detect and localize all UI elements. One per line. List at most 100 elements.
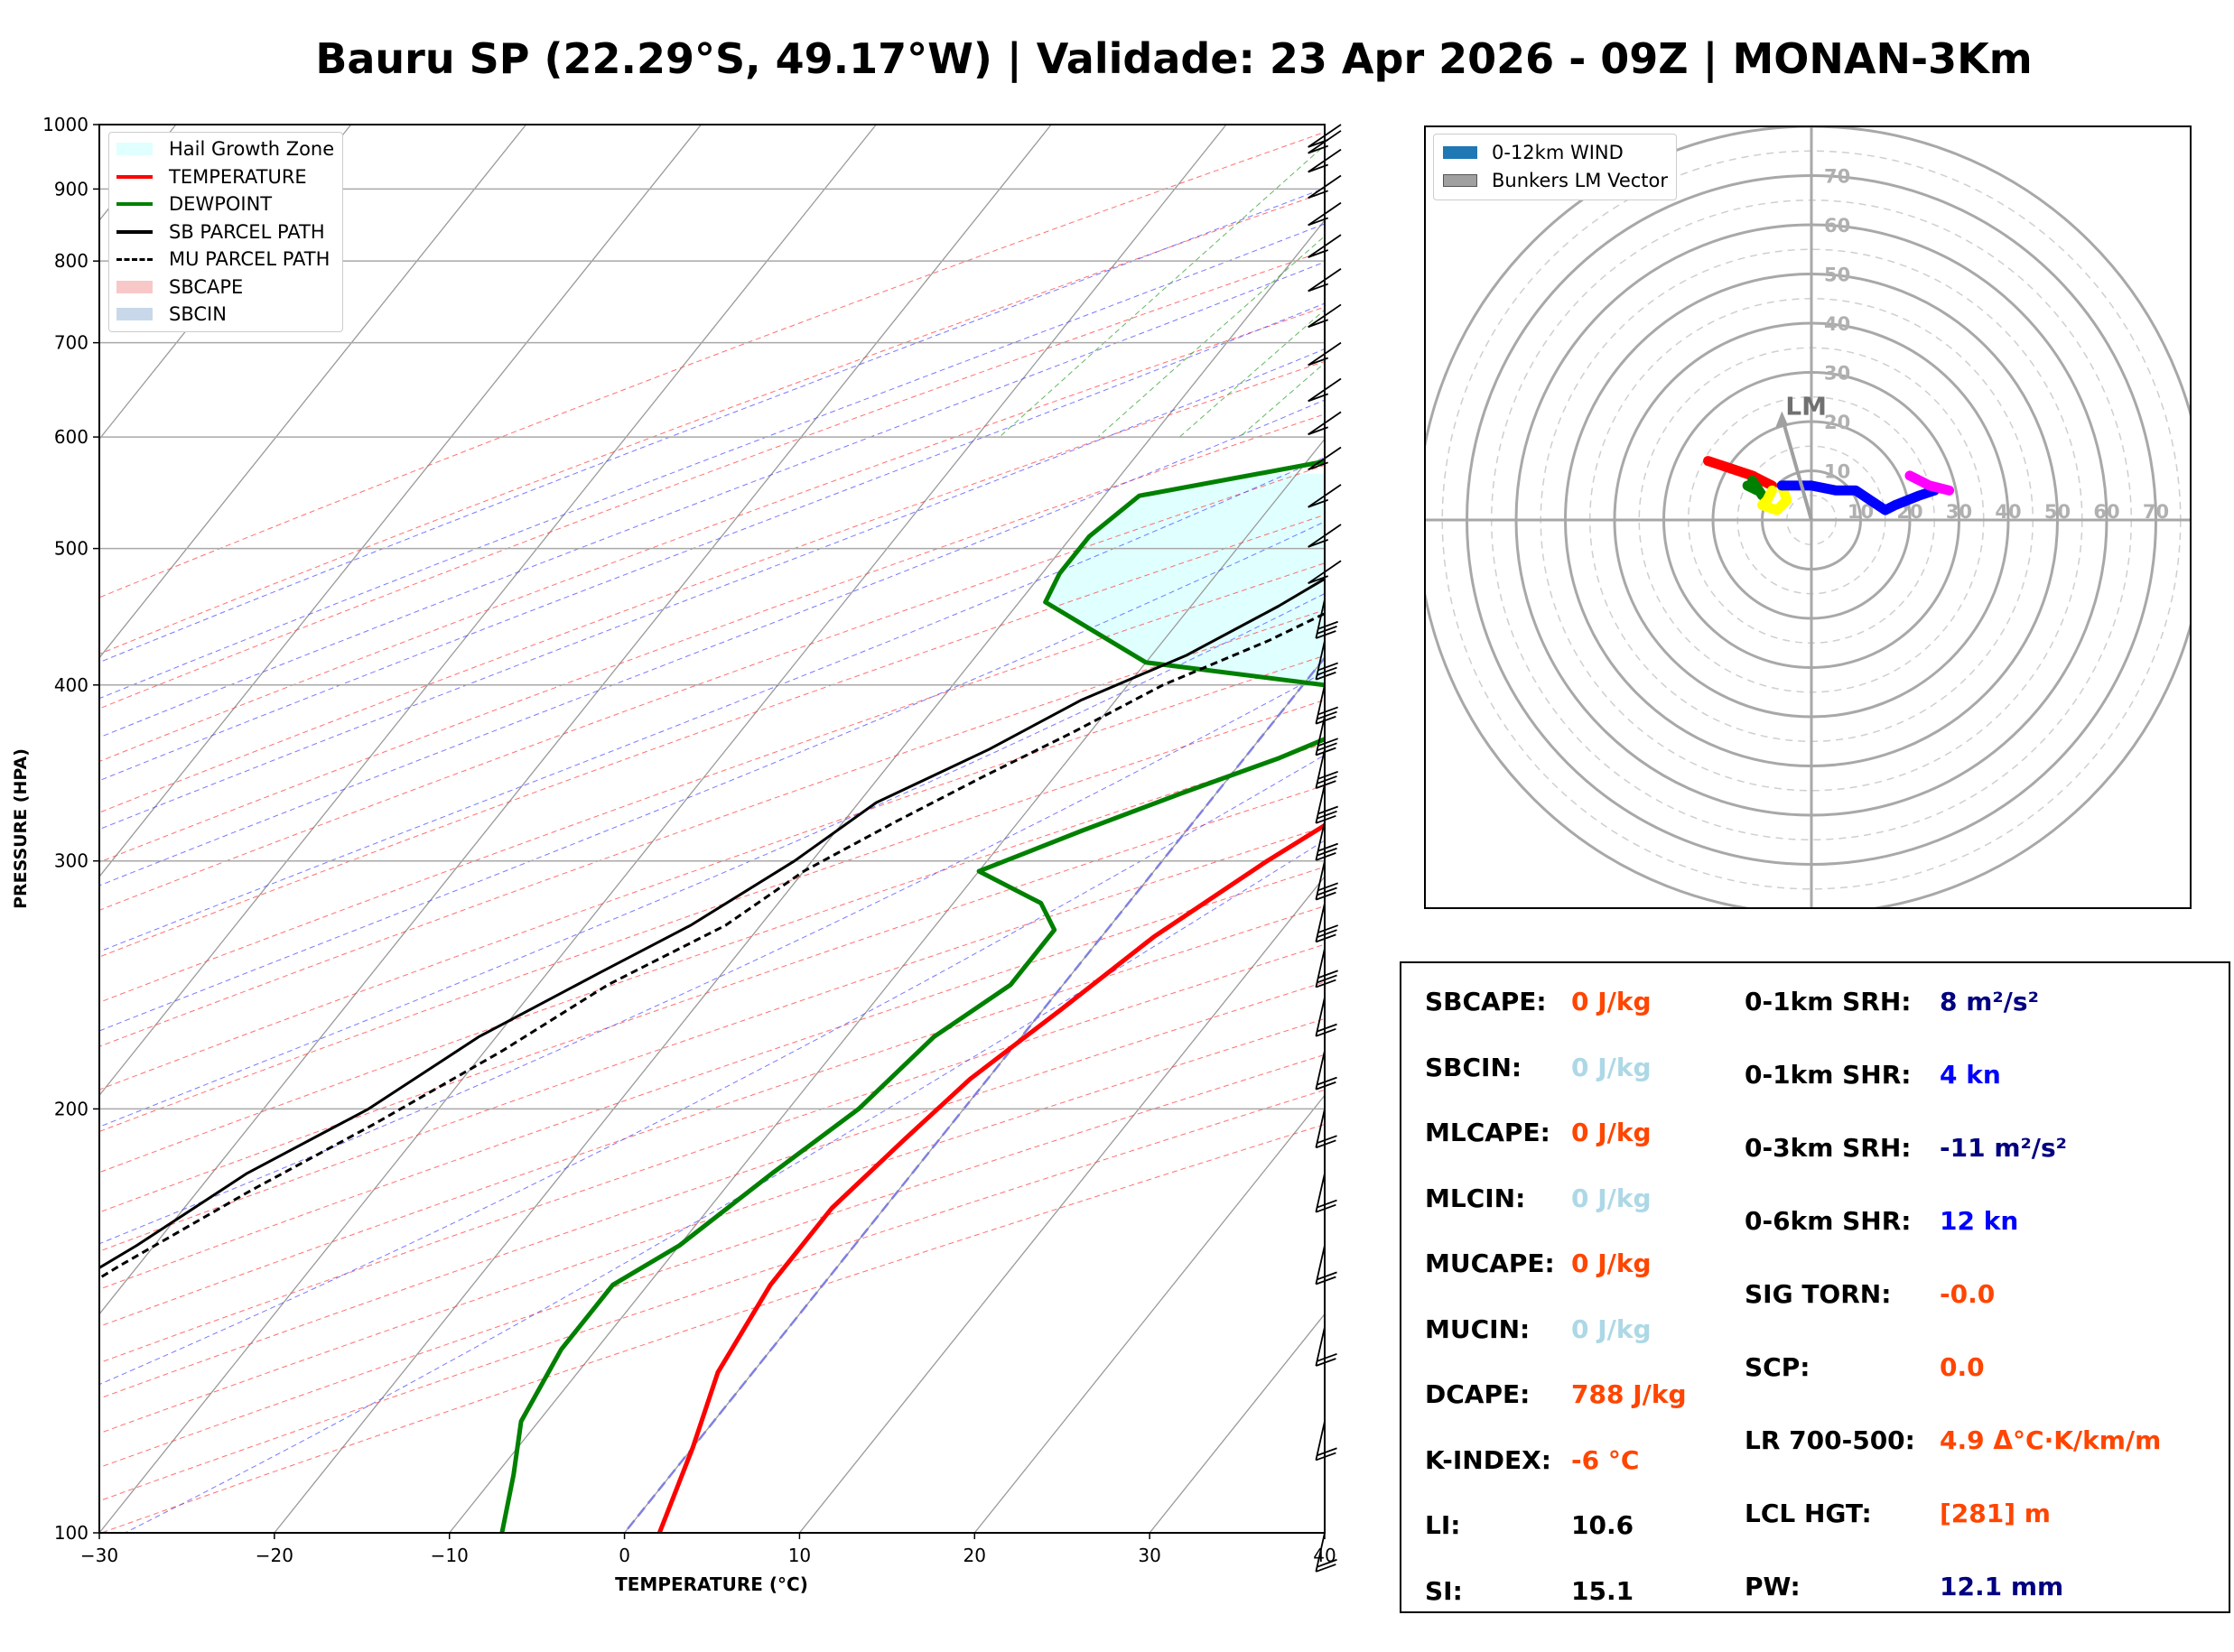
moist-adiabat-line (99, 754, 1325, 1386)
wind-barb-staff (1308, 560, 1342, 584)
parameter-label: LCL HGT: (1745, 1499, 1872, 1528)
moist-adiabat-line (99, 348, 1325, 831)
y-tick-label: 1000 (42, 114, 88, 135)
legend-swatch (116, 229, 153, 234)
parameter-label: 0-3km SRH: (1745, 1133, 1912, 1163)
legend-label: SB PARCEL PATH (169, 220, 325, 243)
wind-barb-flag (1308, 217, 1328, 227)
isotherm-line (1324, 1531, 1325, 1533)
wind-barb-staff (1315, 997, 1326, 1036)
parameter-value: -0.0 (1940, 1279, 1996, 1309)
isotherm-line (99, 125, 352, 441)
parameter-value: 0 J/kg (1571, 1118, 1652, 1147)
legend-swatch (116, 174, 153, 179)
isotherm-line (99, 125, 1227, 1533)
wind-barb (1308, 411, 1342, 436)
wind-barb-staff (1308, 377, 1342, 403)
hodograph-segment-blue (1776, 480, 1940, 515)
parameter-value: 0 J/kg (1571, 987, 1652, 1016)
legend-swatch (116, 308, 153, 320)
wind-barb (1308, 234, 1342, 258)
wind-barb (1315, 1050, 1337, 1091)
wind-barb-staff (1308, 341, 1342, 367)
x-tick-label: 10 (788, 1545, 811, 1566)
parameter-value: -6 °C (1571, 1444, 1640, 1475)
wind-barb-flag (1317, 886, 1337, 896)
x-tick-label: −20 (256, 1545, 293, 1566)
dry-adiabat-line (99, 866, 1325, 1290)
parameter-value: 12 kn (1940, 1206, 2019, 1236)
y-axis-label: PRESSURE (HPA) (11, 748, 31, 909)
mixing-ratio-line (1097, 235, 1325, 438)
chart-title: Bauru SP (22.29°S, 49.17°W) | Validade: … (315, 34, 2033, 83)
wind-barb-staff (1308, 124, 1342, 148)
wind-barb (1308, 446, 1342, 471)
wind-barb-flag (1317, 1558, 1337, 1568)
legend-label: SBCAPE (169, 275, 244, 298)
wind-barb (1315, 684, 1338, 725)
dry-adiabat-line (99, 360, 1325, 813)
wind-barb (1315, 948, 1338, 988)
y-tick-label: 600 (54, 426, 88, 448)
hodograph-ring-label: 10 (1824, 461, 1850, 483)
wind-barb-flag (1308, 357, 1328, 367)
wind-barb (1308, 560, 1342, 584)
dry-adiabat-line (99, 514, 1325, 958)
wind-barb-staff (1315, 948, 1326, 988)
hodograph-ring-label: 50 (1824, 265, 1850, 286)
legend-label: DEWPOINT (169, 193, 273, 215)
parameter-value: 0 J/kg (1571, 1183, 1652, 1213)
parameter-label: MLCIN: (1425, 1183, 1526, 1213)
wind-barb (1308, 130, 1342, 154)
wind-barb-flag (1317, 1199, 1337, 1209)
x-tick-label: 40 (1313, 1545, 1336, 1566)
wind-barb-flag (1316, 933, 1336, 943)
wind-barb-staff (1308, 303, 1342, 329)
hodograph-ring-label: 60 (2093, 501, 2119, 523)
wind-barb (1315, 860, 1338, 901)
wind-barb-flag (1308, 249, 1328, 258)
wind-barb-staff (1315, 716, 1326, 756)
wind-barb-flag (1317, 970, 1338, 979)
wind-barb (1315, 997, 1337, 1037)
parameter-label: SCP: (1745, 1352, 1810, 1382)
wind-barb-staff (1308, 201, 1342, 227)
dry-adiabat-line (99, 742, 1325, 1174)
wind-barb-flag (1316, 852, 1336, 861)
parameter-label: LI: (1425, 1510, 1461, 1540)
wind-barb-flag (1316, 1564, 1336, 1573)
mu-parcel-path-line (99, 612, 1325, 1280)
legend-swatch (116, 258, 153, 261)
legend-label: Bunkers LM Vector (1492, 170, 1669, 191)
wind-barb-flag (1316, 891, 1336, 901)
parameter-label: MLCAPE: (1425, 1118, 1550, 1147)
wind-barb-flag (1317, 662, 1338, 672)
moist-adiabat-line (99, 671, 1325, 1245)
wind-barb-flag (1308, 138, 1328, 148)
wind-barb-flag (1308, 575, 1328, 584)
wind-barb (1315, 821, 1338, 861)
wind-barb-staff (1315, 684, 1326, 724)
wind-barb-staff (1315, 748, 1326, 789)
parameter-label: 0-1km SRH: (1745, 987, 1912, 1016)
wind-barb-staff (1315, 860, 1326, 900)
hodograph-segment-green (1742, 475, 1767, 501)
hodograph-ring-label: 40 (1995, 501, 2021, 523)
wind-barb-flag (1317, 1023, 1337, 1033)
parameter-value: 10.6 (1571, 1510, 1634, 1540)
temperature-line (656, 822, 1325, 1533)
wind-barb-flag (1308, 190, 1328, 200)
parameter-label: PW: (1745, 1572, 1801, 1601)
wind-barb-staff (1308, 524, 1342, 548)
wind-barb-flag (1308, 319, 1328, 329)
wind-barb (1315, 1532, 1337, 1573)
wind-barb-flag (1308, 539, 1328, 548)
wind-barb (1315, 1173, 1337, 1213)
skewt-legend: Hail Growth Zone TEMPERATURE DEWPOINT SB PA… (108, 132, 343, 332)
wind-barb (1308, 201, 1342, 227)
wind-barb-staff (1315, 1326, 1326, 1367)
parameter-label: K-INDEX: (1425, 1444, 1551, 1475)
mixing-ratio-line (1178, 309, 1325, 438)
